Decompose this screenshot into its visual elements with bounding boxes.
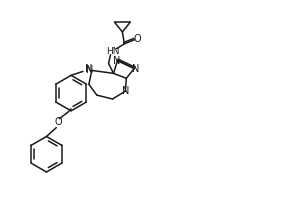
Text: HN: HN (106, 47, 119, 56)
Text: N: N (86, 65, 94, 75)
Text: N: N (113, 56, 120, 66)
Text: O: O (134, 34, 141, 44)
Text: N: N (131, 64, 139, 74)
Text: O: O (55, 117, 62, 127)
Text: N: N (85, 64, 92, 74)
Text: N: N (122, 86, 129, 96)
